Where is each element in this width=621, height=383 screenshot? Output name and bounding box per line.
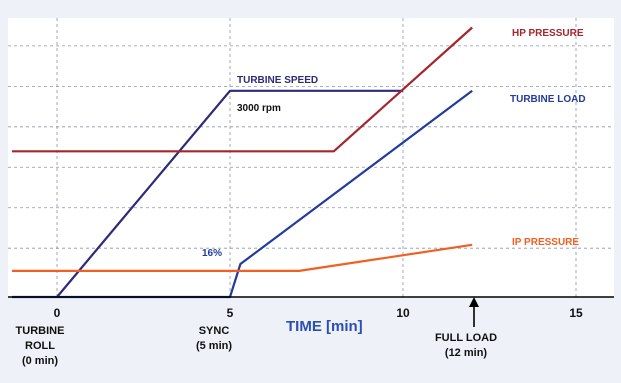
series-layer [12,26,473,299]
turbine-load-label: TURBINE LOAD [510,94,586,105]
series-line-turbine-speed [56,89,403,298]
x-tick-label: 5 [227,306,234,320]
x-tick-label: 10 [396,306,410,320]
x-axis-title: TIME [min] [286,318,363,335]
plot-area [8,18,614,297]
sync-marker-line2: (5 min) [196,340,232,352]
load-step-annotation: 16% [202,248,222,259]
speed-value-annotation: 3000 rpm [237,103,281,114]
x-tick-labels: 0 5 10 15 [54,306,583,320]
full-load-marker-line2: (12 min) [445,347,488,359]
turbine-roll-marker-line1: TURBINE [16,325,65,337]
turbine-roll-marker-line3: (0 min) [22,355,58,367]
full-load-marker-line1: FULL LOAD [435,332,497,344]
sync-marker-line1: SYNC [199,325,230,337]
turbine-speed-label: TURBINE SPEED [237,75,318,86]
x-tick-label: 15 [569,306,583,320]
ip-pressure-label: IP PRESSURE [512,237,579,248]
full-load-arrow-icon [469,297,479,327]
hp-pressure-label: HP PRESSURE [512,28,584,39]
x-tick-label: 0 [54,306,61,320]
grid [8,18,614,297]
turbine-roll-marker-line2: ROLL [25,340,55,352]
series-line-ip-pressure [12,243,473,272]
series-line-hp-pressure [12,26,473,153]
